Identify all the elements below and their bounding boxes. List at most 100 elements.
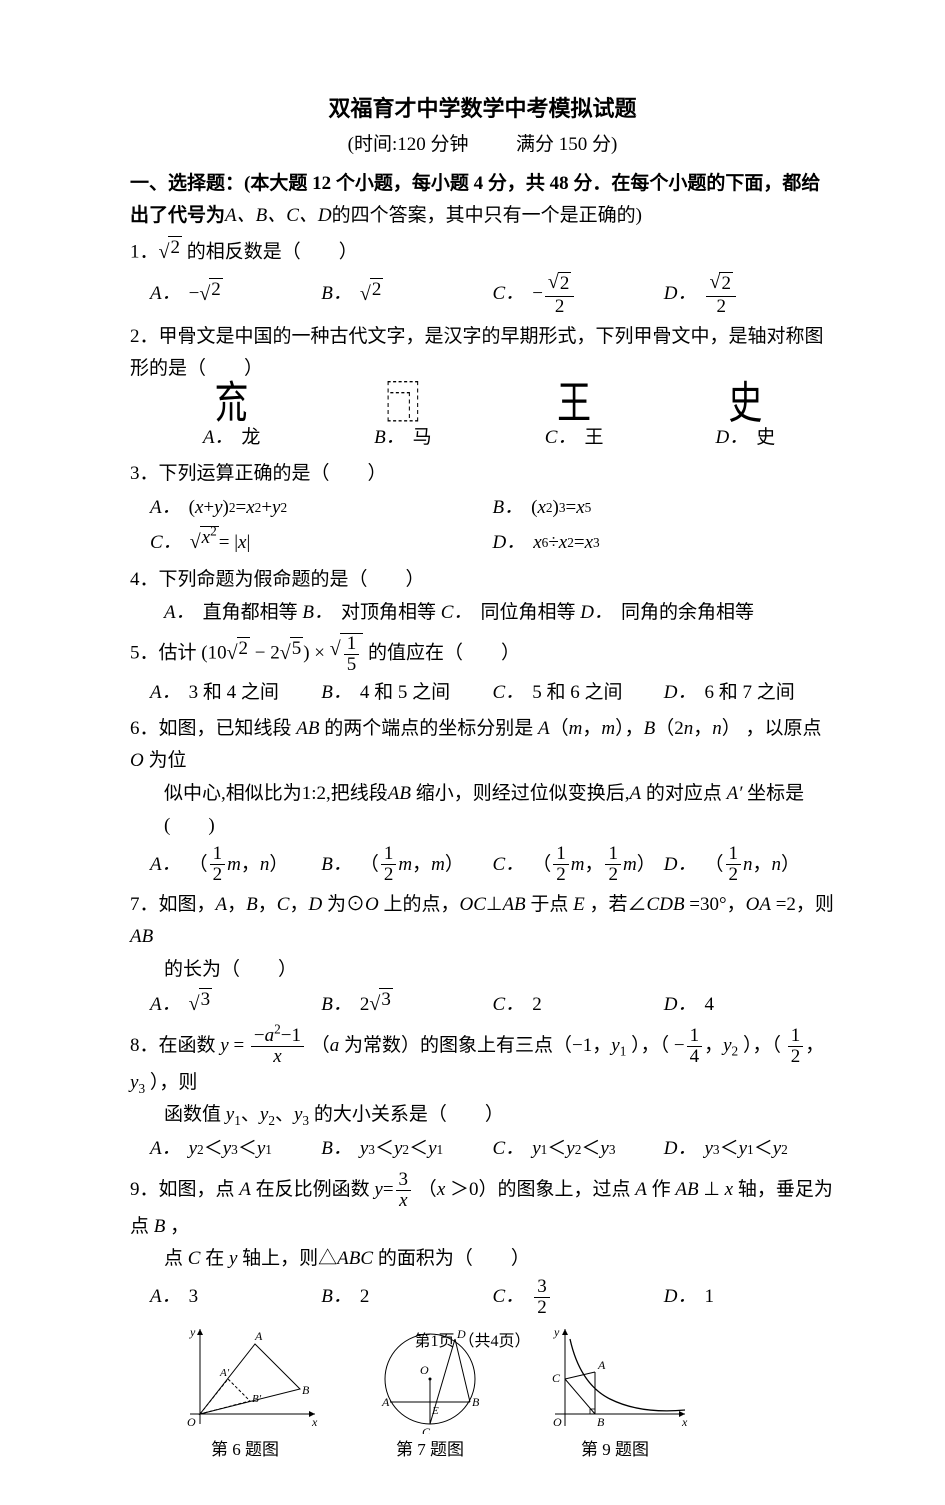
q5-b-text: 4 和 5 之间	[360, 677, 450, 709]
q8-a: 8．在函数	[130, 1035, 216, 1056]
q4-d-text: 同角的余角相等	[621, 602, 754, 623]
q8-e: ），（	[743, 1035, 781, 1056]
svg-text:x: x	[681, 1415, 688, 1429]
q2-choice-c: 王 C．王	[493, 388, 664, 454]
oracle-glyph-d: 史	[728, 382, 762, 426]
q9-d-text: 1	[704, 1281, 714, 1313]
question-7-line2: 的长为（ ）	[130, 954, 835, 986]
page-footer: 第1页 （共4页）	[0, 1328, 945, 1355]
q8-f: ），则	[150, 1072, 198, 1093]
q9-choices: A．3 B．2 C．32 D．1	[130, 1277, 835, 1318]
svg-text:O: O	[187, 1415, 196, 1429]
q6-c: ，以原点	[746, 718, 822, 739]
q2-label-a: 龙	[241, 427, 260, 448]
section-1-options: A、B、C、D	[225, 205, 332, 226]
q1-choice-b: B． 2	[321, 272, 492, 317]
page-subtitle: (时间:120 分钟 满分 150 分)	[130, 129, 835, 161]
q9-j: 在	[205, 1248, 224, 1269]
q9-choice-c: C．32	[493, 1277, 664, 1318]
q5-choice-b: B．4 和 5 之间	[321, 677, 492, 709]
q4-c-text: 同位角相等	[480, 602, 575, 623]
q9-a-text: 3	[189, 1281, 199, 1313]
q6-g: 的对应点	[646, 783, 722, 804]
q5-text-b: 的值应在（ ）	[368, 642, 520, 663]
question-4: 4．下列命题为假命题的是（ ）	[130, 564, 835, 596]
svg-text:O: O	[420, 1363, 429, 1377]
q8-d: ），（	[631, 1035, 669, 1056]
oracle-glyph-b: ⿹	[386, 382, 420, 426]
q9-d: ＞0）的图象上，过点	[450, 1179, 631, 1200]
q7-choice-d: D．4	[664, 988, 835, 1022]
q6-d: 为位	[148, 750, 186, 771]
q8-choice-c: C．y1＜y2＜y3	[493, 1133, 664, 1165]
score-label: 满分 150 分)	[516, 134, 617, 155]
section-1-tail: 的四个答案，其中只有一个是正确的)	[332, 205, 642, 226]
q9-i: 点	[164, 1248, 183, 1269]
svg-text:C: C	[422, 1425, 431, 1434]
q2-choice-d: 史 D．史	[664, 388, 835, 454]
q2-choice-b: ⿹ B．马	[321, 388, 492, 454]
q2-label-c: 王	[584, 427, 603, 448]
section-1-heading: 一、选择题：(本大题 12 个小题，每小题 4 分，共 48 分．在每个小题的下…	[130, 168, 835, 233]
q8-choice-d: D．y3＜y1＜y2	[664, 1133, 835, 1165]
q5-c-text: 5 和 6 之间	[532, 677, 622, 709]
q7-f: =30°，	[689, 894, 745, 915]
svg-text:B: B	[302, 1383, 310, 1397]
q9-b: 在反比例函数	[256, 1179, 370, 1200]
svg-text:A: A	[597, 1358, 606, 1372]
page-title: 双福育才中学数学中考模拟试题	[130, 90, 835, 127]
q9-k: 轴上，则△	[242, 1248, 337, 1269]
question-9-line2: 点 C 在 y 轴上，则△ABC 的面积为（ ）	[130, 1243, 835, 1275]
q2-choices: 㐬 A．龙 ⿹ B．马 王 C．王 史 D．史	[130, 388, 835, 454]
q6-b: 的两个端点的坐标分别是	[324, 718, 533, 739]
q9-c: （	[418, 1179, 437, 1200]
question-2: 2．甲骨文是中国的一种古代文字，是汉字的早期形式，下列甲骨文中，是轴对称图形的是…	[130, 321, 835, 386]
q9-b-text: 2	[360, 1281, 370, 1313]
q7-e: ，若∠	[590, 894, 647, 915]
q9-e: 作	[652, 1179, 671, 1200]
q9-a: 9．如图，点	[130, 1179, 235, 1200]
svg-text:B: B	[472, 1395, 480, 1409]
question-6-line2: 似中心,相似比为1:2,把线段AB 缩小，则经过位似变换后,A 的对应点 A′ …	[130, 778, 835, 843]
q7-c-text: 2	[532, 989, 542, 1021]
q6-e: 似中心,相似比为1:2,把线段	[164, 783, 388, 804]
q7-choice-c: C．2	[493, 988, 664, 1022]
q1-choice-a: A． − 2	[150, 272, 321, 317]
fig9-caption: 第 9 题图	[540, 1436, 690, 1465]
q7-b: 为⊙	[327, 894, 365, 915]
q6-a: 6．如图，已知线段	[130, 718, 292, 739]
svg-text:A: A	[381, 1395, 390, 1409]
time-label: (时间:120 分钟	[348, 134, 469, 155]
q3-choices-row1: A． (x + y)2 = x2 + y2 B． (x2)3 = x5	[130, 492, 835, 524]
q7-choice-a: A．3	[150, 988, 321, 1022]
q3-choice-c: C． x2 = |x|	[150, 526, 493, 560]
q9-choice-d: D．1	[664, 1277, 835, 1318]
svg-text:x: x	[311, 1415, 318, 1429]
q9-h: ，	[170, 1216, 189, 1237]
q8-c: 为常数）的图象上有三点（−1，	[344, 1035, 611, 1056]
q3-choice-a: A． (x + y)2 = x2 + y2	[150, 492, 493, 524]
q4-a-text: 直角都相等	[203, 602, 298, 623]
q8-choices: A．y2＜y3＜y1 B．y3＜y2＜y1 C．y1＜y2＜y3 D．y3＜y1…	[130, 1133, 835, 1165]
q1-text: 的相反数是（ ）	[187, 242, 358, 263]
q2-label-b: 马	[413, 427, 432, 448]
q5-a-text: 3 和 4 之间	[189, 677, 279, 709]
svg-text:C: C	[552, 1371, 561, 1385]
q1-choices: A． − 2 B． 2 C． − 22 D． 22	[130, 272, 835, 317]
q6-f: 缩小，则经过位似变换后,	[416, 783, 630, 804]
q2-label-d: 史	[756, 427, 775, 448]
question-7: 7．如图，A，B，C，D 为⊙O 上的点，OC⊥AB 于点 E ，若∠CDB =…	[130, 889, 835, 954]
q6-choice-a: A．（12m，n）	[150, 844, 321, 885]
q5-text-a: 5．估计	[130, 642, 197, 663]
q4-b-text: 对顶角相等	[341, 602, 436, 623]
q5-choice-c: C．5 和 6 之间	[493, 677, 664, 709]
fig7-caption: 第 7 题图	[360, 1436, 500, 1465]
q3-choice-d: D． x6 ÷ x2 = x3	[493, 526, 836, 560]
q7-g: =2，则	[776, 894, 834, 915]
question-6: 6．如图，已知线段 AB 的两个端点的坐标分别是 A（m，m），B（2n，n） …	[130, 713, 835, 778]
q6-choice-d: D．（12n，n）	[664, 844, 835, 885]
q9-choice-b: B．2	[321, 1277, 492, 1318]
svg-text:E: E	[431, 1405, 439, 1417]
question-1: 1．2 的相反数是（ ）	[130, 236, 835, 270]
q6-choice-b: B．（12m，m）	[321, 844, 492, 885]
